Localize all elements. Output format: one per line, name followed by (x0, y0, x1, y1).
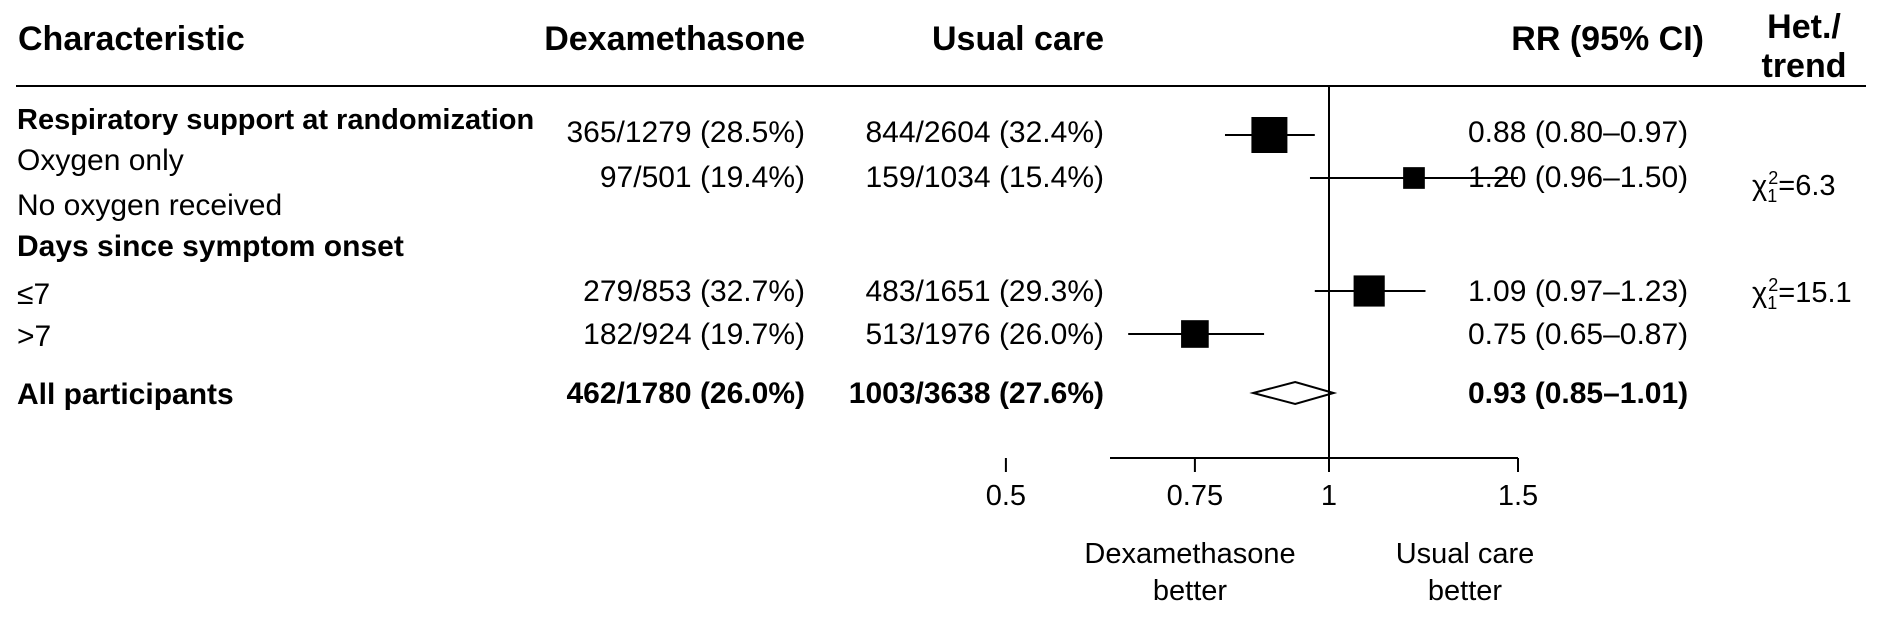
direction-left-line1: Dexamethasone (1084, 538, 1296, 570)
rr-value: 1.09 (0.97–1.23) (1468, 275, 1689, 308)
x-tick-label: 1.5 (1498, 480, 1538, 512)
header-usual-care: Usual care (932, 20, 1104, 58)
dex-value: 365/1279 (28.5%) (566, 116, 805, 149)
rr-value: 0.75 (0.65–0.87) (1468, 318, 1689, 351)
uc-value-total: 1003/3638 (27.6%) (848, 377, 1104, 410)
row-label-gt7: >7 (17, 320, 52, 353)
het-stat-days: χ12=15.1 (1752, 275, 1852, 313)
direction-left-line2: better (1152, 575, 1228, 607)
header-het-line1: Het./ (1767, 8, 1841, 46)
summary-diamond (1249, 380, 1338, 406)
header-het-line2: trend (1761, 47, 1847, 85)
uc-value: 513/1976 (26.0%) (865, 318, 1104, 351)
uc-value: 844/2604 (32.4%) (865, 116, 1104, 149)
estimate-square (1353, 275, 1385, 307)
uc-value: 159/1034 (15.4%) (865, 161, 1104, 194)
direction-right-line1: Usual care (1395, 538, 1535, 570)
x-tick-label: 1 (1321, 480, 1337, 512)
rr-value-total: 0.93 (0.85–1.01) (1468, 377, 1689, 410)
row-label-respiratory: Respiratory support at randomization (17, 104, 535, 136)
row-label-days-onset: Days since symptom onset (17, 230, 404, 263)
row-label-all: All participants (17, 378, 234, 411)
direction-right-line2: better (1427, 575, 1503, 607)
rr-value: 0.88 (0.80–0.97) (1468, 116, 1689, 149)
header-rr: RR (95% CI) (1511, 20, 1704, 58)
dex-value: 279/853 (32.7%) (583, 275, 805, 308)
estimate-square (1403, 167, 1425, 189)
x-tick-label: 0.5 (986, 480, 1026, 512)
row-label-le7: ≤7 (17, 278, 51, 311)
x-tick-label: 0.75 (1167, 480, 1223, 512)
dex-value-total: 462/1780 (26.0%) (566, 377, 805, 410)
dex-value: 97/501 (19.4%) (599, 161, 805, 194)
dex-value: 182/924 (19.7%) (583, 318, 805, 351)
het-stat-respiratory: χ12=6.3 (1752, 168, 1836, 206)
estimate-square (1251, 117, 1288, 153)
header-dexamethasone: Dexamethasone (544, 20, 805, 58)
row-label-no-oxygen: No oxygen received (17, 189, 283, 222)
header-characteristic: Characteristic (18, 20, 245, 58)
row-label-oxygen-only: Oxygen only (17, 144, 184, 177)
uc-value: 483/1651 (29.3%) (865, 275, 1104, 308)
estimate-square (1181, 320, 1209, 348)
